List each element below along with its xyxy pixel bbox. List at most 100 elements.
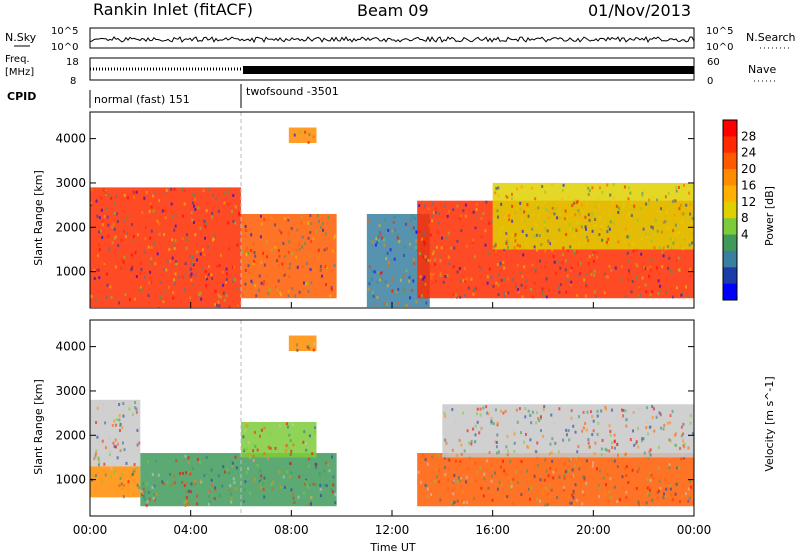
power-speckle xyxy=(535,233,538,237)
power-speckle xyxy=(672,270,675,274)
velocity-speckle xyxy=(234,455,237,459)
velocity-speckle xyxy=(323,484,326,488)
power-speckle xyxy=(270,216,273,220)
power-speckle xyxy=(244,250,247,254)
power-speckle xyxy=(99,196,102,200)
power-speckle xyxy=(206,245,209,249)
power-speckle xyxy=(287,250,290,254)
power-speckle xyxy=(452,265,455,269)
velocity-speckle xyxy=(650,499,653,503)
power-speckle xyxy=(101,236,104,240)
power-speckle xyxy=(464,214,467,218)
velocity-speckle xyxy=(572,492,575,496)
velocity-speckle xyxy=(524,407,527,411)
power-speckle xyxy=(525,233,528,237)
velocity-speckle xyxy=(496,494,499,498)
velocity-speckle xyxy=(426,494,429,498)
power-speckle xyxy=(611,236,614,240)
velocity-speckle xyxy=(125,461,128,465)
velocity-speckle xyxy=(435,467,438,471)
power-colorbar-tick: 28 xyxy=(741,129,756,143)
velocity-speckle xyxy=(454,459,457,463)
power-speckle xyxy=(561,247,564,251)
power-speckle xyxy=(412,279,415,283)
velocity-speckle xyxy=(647,456,650,460)
power-speckle xyxy=(321,228,324,232)
power-speckle xyxy=(104,192,107,196)
power-speckle xyxy=(305,262,308,266)
power-speckle xyxy=(600,228,603,232)
velocity-speckle xyxy=(475,412,478,416)
velocity-speckle xyxy=(105,446,108,450)
velocity-speckle xyxy=(616,465,619,469)
power-speckle xyxy=(201,267,204,271)
power-speckle xyxy=(150,229,153,233)
velocity-speckle xyxy=(314,483,317,487)
velocity-speckle xyxy=(679,447,682,451)
velocity-speckle xyxy=(608,449,611,453)
power-colorbar-tick: 8 xyxy=(741,211,749,225)
power-speckle xyxy=(540,274,543,278)
power-speckle xyxy=(532,235,535,239)
velocity-region-4 xyxy=(288,335,317,352)
power-speckle xyxy=(409,296,412,300)
velocity-speckle xyxy=(445,441,448,445)
power-speckle xyxy=(505,240,508,244)
power-speckle xyxy=(260,281,263,285)
velocity-speckle xyxy=(574,464,577,468)
velocity-speckle xyxy=(487,412,490,416)
power-speckle xyxy=(587,192,590,196)
velocity-speckle xyxy=(208,489,211,493)
power-speckle xyxy=(588,189,591,193)
power-speckle xyxy=(212,193,215,197)
power-speckle xyxy=(439,271,442,275)
velocity-speckle xyxy=(256,448,259,452)
power-speckle xyxy=(378,278,381,282)
power-speckle xyxy=(475,202,478,206)
velocity-speckle xyxy=(259,434,262,438)
velocity-speckle xyxy=(438,468,441,472)
power-speckle xyxy=(642,227,645,231)
velocity-speckle xyxy=(621,475,624,479)
power-speckle xyxy=(113,236,116,240)
power-speckle xyxy=(383,217,386,221)
power-speckle xyxy=(221,270,224,274)
power-speckle xyxy=(158,199,161,203)
power-speckle xyxy=(173,247,176,251)
velocity-speckle xyxy=(319,483,322,487)
power-speckle xyxy=(317,248,320,252)
velocity-speckle xyxy=(506,495,509,499)
velocity-speckle xyxy=(188,471,191,475)
velocity-speckle xyxy=(522,440,525,444)
velocity-speckle xyxy=(307,503,310,507)
velocity-speckle xyxy=(472,427,475,431)
power-speckle xyxy=(672,241,675,245)
velocity-speckle xyxy=(247,441,250,445)
power-speckle xyxy=(648,198,651,202)
power-speckle xyxy=(402,253,405,257)
power-speckle xyxy=(226,281,229,285)
power-speckle xyxy=(313,268,316,272)
power-speckle xyxy=(580,203,583,207)
power-speckle xyxy=(584,215,587,219)
power-speckle xyxy=(162,300,165,304)
nsky-panel-frame xyxy=(89,27,695,49)
velocity-speckle xyxy=(456,453,459,457)
power-speckle xyxy=(409,242,412,246)
velocity-speckle xyxy=(602,476,605,480)
power-speckle xyxy=(673,213,676,217)
power-speckle xyxy=(183,287,186,291)
power-speckle xyxy=(557,286,560,290)
velocity-speckle xyxy=(306,345,309,349)
velocity-speckle xyxy=(474,440,477,444)
power-speckle xyxy=(558,203,561,207)
velocity-speckle xyxy=(562,485,565,489)
velocity-speckle xyxy=(314,466,317,470)
power-speckle xyxy=(110,295,113,299)
velocity-colorbar-label: Velocity [m s^-1] xyxy=(763,376,776,471)
power-speckle xyxy=(393,257,396,261)
power-speckle xyxy=(422,255,425,259)
velocity-speckle xyxy=(572,502,575,506)
power-speckle xyxy=(371,240,374,244)
